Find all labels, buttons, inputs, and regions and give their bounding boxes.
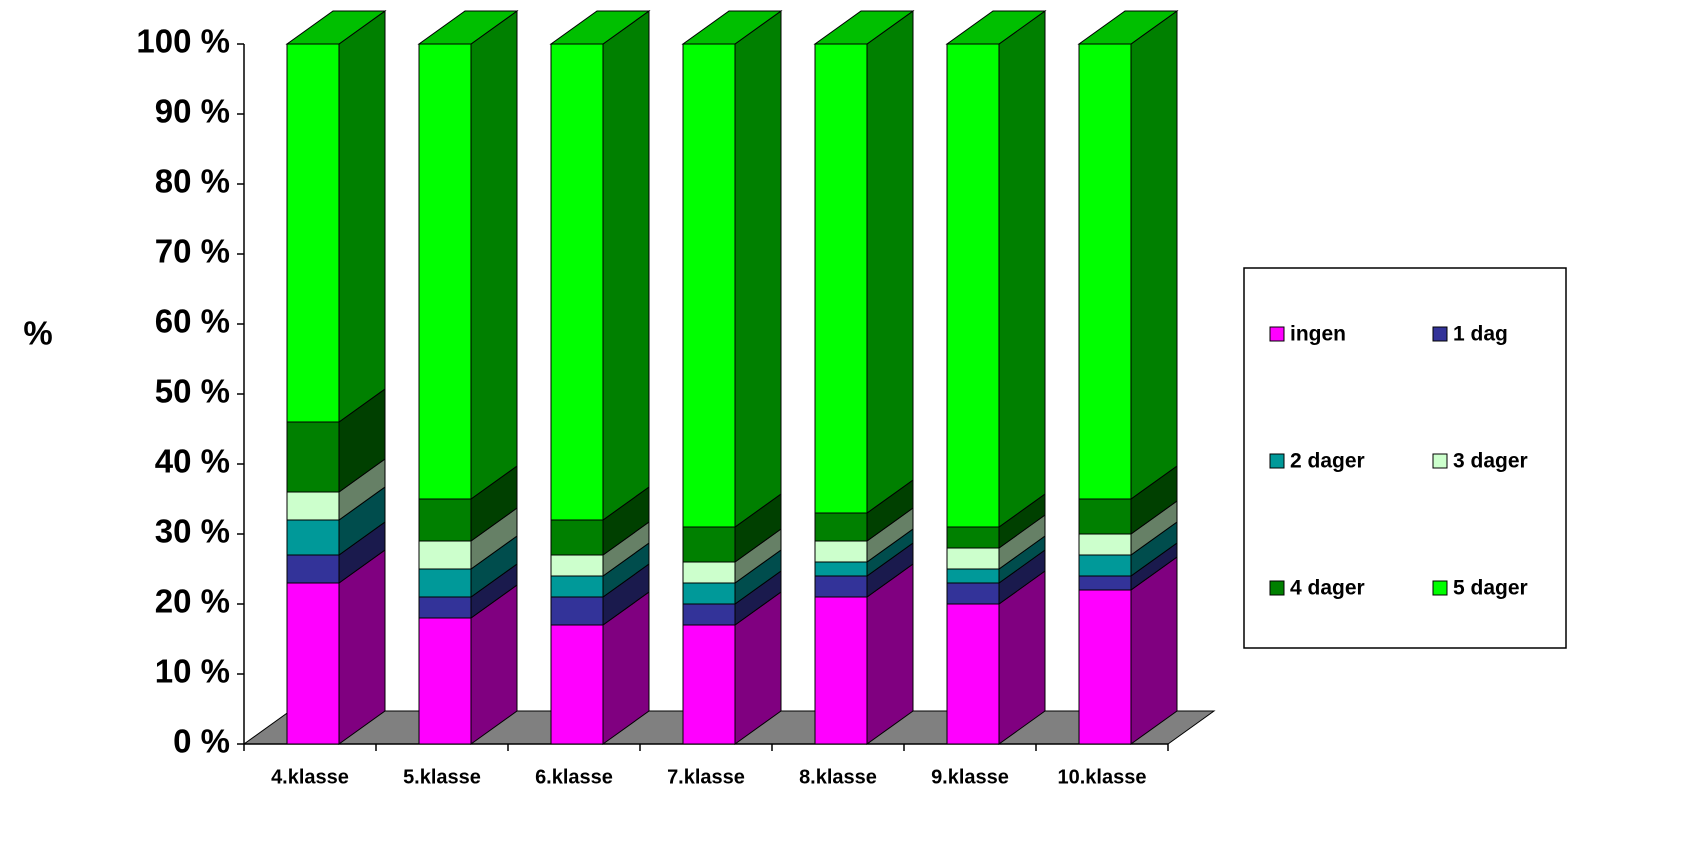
- bar: [682, 526, 736, 563]
- y-tick-label: 10 %: [155, 653, 230, 690]
- bar: [550, 519, 604, 556]
- bar: [286, 43, 340, 423]
- bar: [286, 554, 340, 584]
- y-tick-label: 0 %: [173, 723, 230, 760]
- bar: [418, 43, 472, 500]
- bar: [682, 603, 736, 626]
- x-tick-label: 8.klasse: [799, 766, 877, 788]
- bar: [814, 512, 868, 542]
- y-tick-label: 40 %: [155, 443, 230, 480]
- legend-label: 2 dager: [1290, 450, 1365, 473]
- x-tick-label: 5.klasse: [403, 766, 481, 788]
- y-tick-label: 90 %: [155, 93, 230, 130]
- legend-swatch: [1432, 580, 1448, 596]
- bar-top: [1077, 10, 1179, 45]
- bar: [286, 519, 340, 556]
- bar: [418, 596, 472, 619]
- bar-side: [602, 10, 650, 521]
- bar-side: [866, 10, 914, 514]
- bar: [1078, 575, 1132, 591]
- legend-swatch: [1269, 580, 1285, 596]
- bar: [682, 624, 736, 745]
- bar-top: [681, 10, 783, 45]
- y-tick-label: 20 %: [155, 583, 230, 620]
- legend-label: 1 dag: [1453, 323, 1508, 346]
- x-tick-label: 9.klasse: [931, 766, 1009, 788]
- bar: [286, 421, 340, 493]
- bar-side: [1130, 10, 1178, 500]
- y-tick-label: 50 %: [155, 373, 230, 410]
- legend-swatch: [1432, 326, 1448, 342]
- bar: [550, 43, 604, 521]
- legend-label: 5 dager: [1453, 577, 1528, 600]
- bar-side: [338, 549, 386, 745]
- y-tick-label: 100 %: [136, 23, 230, 60]
- legend-swatch: [1269, 453, 1285, 469]
- bar: [946, 547, 1000, 570]
- bar: [286, 491, 340, 521]
- bar: [550, 596, 604, 626]
- y-tick-label: 30 %: [155, 513, 230, 550]
- bar: [550, 554, 604, 577]
- bar-top: [549, 10, 651, 45]
- legend-label: ingen: [1290, 323, 1346, 346]
- x-tick-label: 10.klasse: [1058, 766, 1147, 788]
- x-tick-label: 4.klasse: [271, 766, 349, 788]
- x-tick-label: 7.klasse: [667, 766, 745, 788]
- bar: [946, 526, 1000, 549]
- bar-side: [338, 10, 386, 423]
- legend: [1243, 267, 1567, 649]
- bar: [946, 603, 1000, 745]
- bar: [814, 575, 868, 598]
- bar: [814, 596, 868, 745]
- y-tick-label: 80 %: [155, 163, 230, 200]
- bar: [418, 498, 472, 542]
- bar-side: [470, 10, 518, 500]
- legend-swatch: [1269, 326, 1285, 342]
- legend-label: 4 dager: [1290, 577, 1365, 600]
- x-tick-label: 6.klasse: [535, 766, 613, 788]
- bar: [682, 43, 736, 528]
- bar: [286, 582, 340, 745]
- bar: [682, 582, 736, 605]
- y-axis-title: %: [23, 315, 52, 352]
- bar: [814, 561, 868, 577]
- bar: [418, 540, 472, 570]
- bar-top: [945, 10, 1047, 45]
- legend-label: 3 dager: [1453, 450, 1528, 473]
- bar: [550, 624, 604, 745]
- bar: [1078, 498, 1132, 535]
- bar: [946, 568, 1000, 584]
- bar: [814, 43, 868, 514]
- y-tick-label: 60 %: [155, 303, 230, 340]
- bar: [418, 568, 472, 598]
- bar-top: [813, 10, 915, 45]
- bar: [550, 575, 604, 598]
- bar: [946, 43, 1000, 528]
- legend-swatch: [1432, 453, 1448, 469]
- bar-top: [417, 10, 519, 45]
- bar: [814, 540, 868, 563]
- bar: [418, 617, 472, 745]
- bar-side: [998, 10, 1046, 528]
- bar: [682, 561, 736, 584]
- bar-top: [285, 10, 387, 45]
- bar-side: [734, 10, 782, 528]
- bar: [1078, 43, 1132, 500]
- bar: [946, 582, 1000, 605]
- bar: [1078, 554, 1132, 577]
- bar: [1078, 533, 1132, 556]
- bar: [1078, 589, 1132, 745]
- y-tick-label: 70 %: [155, 233, 230, 270]
